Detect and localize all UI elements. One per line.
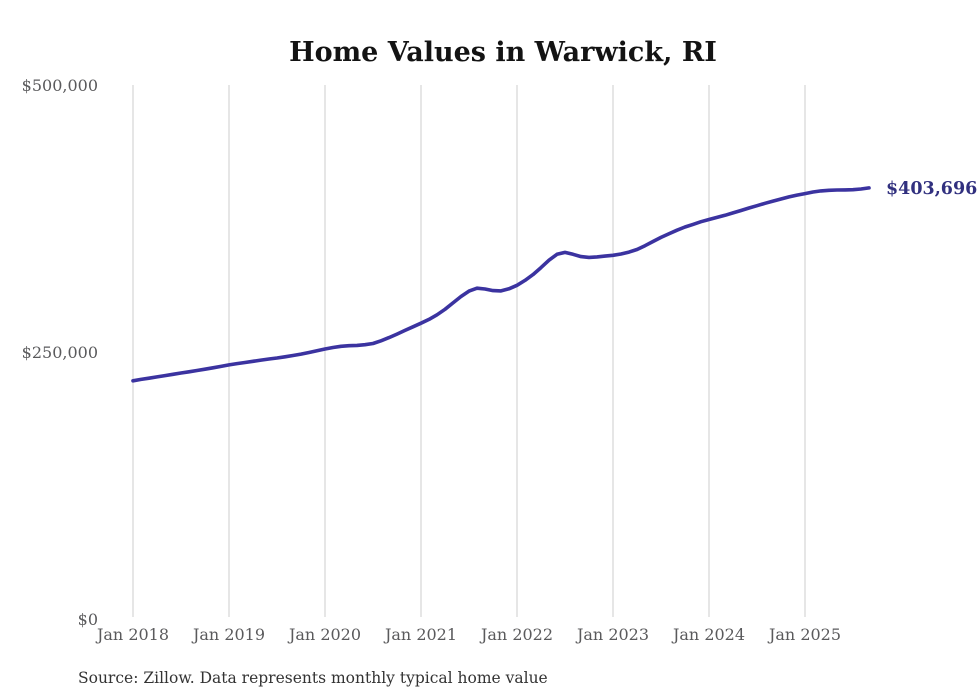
y-axis-tick-labels: $500,000 $250,000 $0 <box>22 76 98 629</box>
x-tick-jan-2022: Jan 2022 <box>479 625 553 644</box>
vertical-gridlines <box>132 85 806 617</box>
y-tick-500000: $500,000 <box>22 76 98 95</box>
y-tick-0: $0 <box>78 610 98 629</box>
source-note: Source: Zillow. Data represents monthly … <box>78 669 548 687</box>
x-tick-jan-2024: Jan 2024 <box>671 625 745 644</box>
x-tick-jan-2021: Jan 2021 <box>383 625 457 644</box>
x-tick-jan-2023: Jan 2023 <box>575 625 649 644</box>
x-tick-jan-2020: Jan 2020 <box>287 625 361 644</box>
current-value-label: $403,696 <box>886 179 977 199</box>
chart-title: Home Values in Warwick, RI <box>289 37 717 68</box>
y-tick-250000: $250,000 <box>22 343 98 362</box>
x-tick-jan-2025: Jan 2025 <box>767 625 841 644</box>
x-axis-tick-labels: Jan 2018 Jan 2019 Jan 2020 Jan 2021 Jan … <box>95 625 841 644</box>
home-value-line <box>131 186 871 383</box>
x-tick-jan-2019: Jan 2019 <box>191 625 265 644</box>
x-tick-jan-2018: Jan 2018 <box>95 625 169 644</box>
